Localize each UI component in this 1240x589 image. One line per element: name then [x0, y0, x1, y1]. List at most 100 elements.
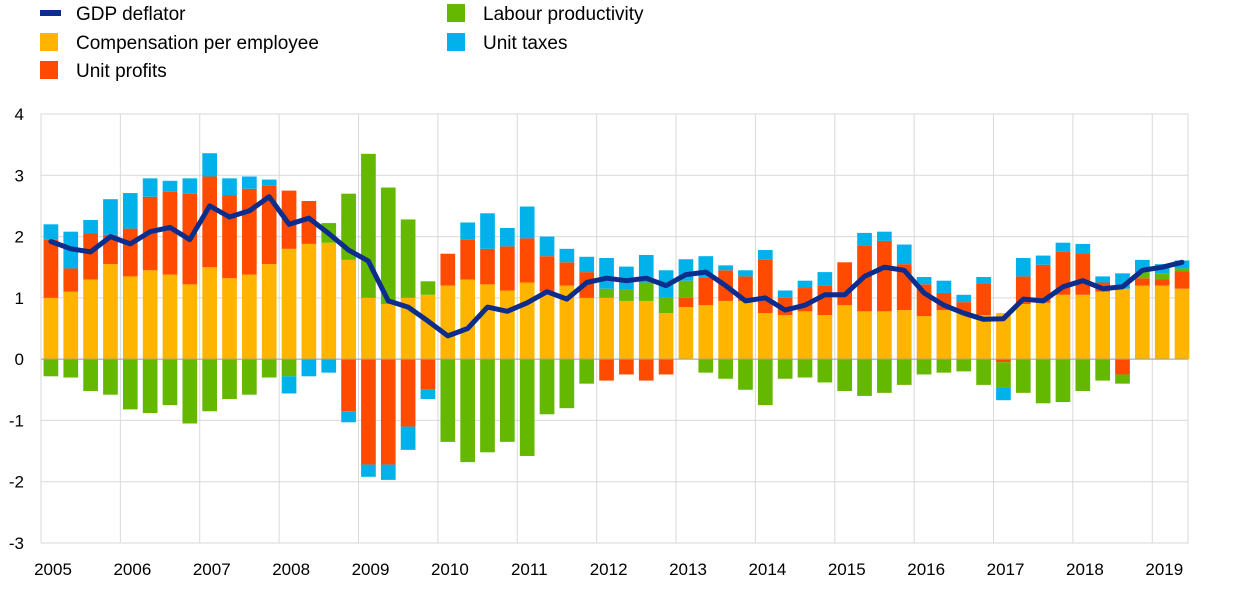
bar-labour-productivity	[83, 359, 98, 392]
bar-unit-taxes	[896, 244, 912, 265]
bar-unit-profits	[599, 359, 614, 381]
bar-labour-productivity	[480, 359, 495, 453]
x-tick-label: 2012	[590, 560, 628, 579]
bar-compensation-per-employee	[162, 274, 178, 360]
bar-unit-taxes	[1055, 242, 1071, 252]
bar-unit-taxes	[559, 248, 575, 263]
y-tick-label: -2	[9, 473, 24, 492]
bar-labour-productivity	[420, 281, 436, 295]
bar-labour-productivity	[63, 359, 79, 378]
bar-labour-productivity	[1154, 273, 1170, 280]
bar-unit-profits	[539, 256, 555, 292]
bar-labour-productivity	[579, 359, 595, 384]
bar-labour-productivity	[599, 288, 614, 298]
legend: GDP deflator Compensation per employee Uni…	[40, 4, 644, 82]
bar-labour-productivity	[380, 187, 396, 304]
bar-compensation-per-employee	[460, 279, 475, 360]
bar-unit-taxes	[1035, 255, 1051, 265]
bar-labour-productivity	[1095, 359, 1111, 381]
x-tick-label: 2013	[669, 560, 707, 579]
bars	[43, 153, 1190, 480]
bar-unit-profits	[658, 359, 674, 375]
bar-labour-productivity	[658, 297, 674, 314]
y-tick-label: 2	[15, 228, 24, 247]
bar-labour-productivity	[738, 359, 753, 390]
bar-labour-productivity	[499, 359, 515, 442]
bar-unit-taxes	[182, 178, 198, 194]
bar-compensation-per-employee	[1135, 285, 1150, 360]
bar-labour-productivity	[1015, 359, 1031, 393]
bar-labour-productivity	[837, 359, 853, 392]
bar-unit-taxes	[400, 426, 416, 450]
bar-unit-taxes	[817, 272, 833, 286]
bar-labour-productivity	[400, 219, 416, 298]
legend-label-gdp-deflator: GDP deflator	[76, 4, 186, 25]
bar-labour-productivity	[638, 282, 654, 301]
bar-labour-productivity	[440, 359, 456, 442]
bar-compensation-per-employee	[361, 297, 376, 360]
bar-unit-taxes	[638, 254, 654, 283]
x-axis-labels: 2005 2006 2007 2008 2009 2010 2011 2012 2013 2014…	[34, 560, 1183, 579]
x-tick-label: 2018	[1066, 560, 1104, 579]
bar-unit-taxes	[281, 376, 297, 394]
bar-unit-taxes	[857, 232, 872, 246]
bar-unit-profits	[1135, 278, 1150, 286]
bar-unit-taxes	[162, 180, 178, 192]
legend-swatch-labour-productivity	[447, 4, 465, 22]
bar-unit-taxes	[738, 270, 753, 277]
bar-unit-profits	[63, 268, 79, 292]
x-tick-label: 2015	[828, 560, 866, 579]
bar-unit-taxes	[341, 411, 356, 423]
bar-compensation-per-employee	[261, 264, 277, 360]
bar-unit-profits	[361, 359, 376, 465]
bar-compensation-per-employee	[738, 300, 753, 360]
bar-compensation-per-employee	[242, 274, 257, 360]
bar-labour-productivity	[797, 359, 813, 378]
bar-labour-productivity	[261, 359, 277, 378]
bar-unit-profits	[738, 276, 753, 301]
bar-unit-taxes	[361, 464, 376, 477]
x-tick-label: 2019	[1145, 560, 1183, 579]
bar-unit-profits	[678, 297, 694, 308]
legend-label-unit-profits: Unit profits	[76, 61, 167, 82]
bar-unit-taxes	[420, 389, 436, 399]
bar-unit-taxes	[519, 206, 535, 239]
bar-compensation-per-employee	[222, 278, 237, 360]
x-tick-label: 2005	[34, 560, 72, 579]
bar-labour-productivity	[996, 362, 1011, 388]
bar-labour-productivity	[202, 359, 218, 412]
bar-labour-productivity	[976, 359, 991, 385]
legend-label-labour-productivity: Labour productivity	[483, 4, 644, 25]
bar-unit-taxes	[480, 213, 495, 249]
bar-unit-profits	[757, 259, 773, 314]
bar-labour-productivity	[1055, 359, 1071, 403]
bar-compensation-per-employee	[936, 310, 952, 360]
bar-unit-taxes	[122, 193, 138, 229]
bar-labour-productivity	[1135, 272, 1150, 279]
legend-label-unit-taxes: Unit taxes	[483, 33, 567, 54]
y-tick-label: 1	[15, 289, 24, 308]
y-tick-label: -1	[9, 411, 24, 430]
legend-swatch-unit-taxes	[447, 33, 465, 51]
bar-unit-profits	[817, 285, 833, 316]
bar-unit-taxes	[242, 176, 257, 189]
bar-compensation-per-employee	[678, 307, 694, 360]
bar-labour-productivity	[162, 359, 178, 406]
bar-unit-taxes	[380, 464, 396, 480]
bar-unit-taxes	[301, 359, 317, 377]
bar-unit-profits	[559, 262, 575, 286]
bar-unit-profits	[83, 233, 98, 280]
bar-compensation-per-employee	[43, 297, 59, 360]
bar-labour-productivity	[539, 359, 555, 415]
bar-compensation-per-employee	[956, 313, 972, 360]
legend-swatch-unit-profits	[40, 61, 58, 79]
bar-compensation-per-employee	[916, 316, 932, 360]
bar-compensation-per-employee	[757, 313, 773, 360]
bar-labour-productivity	[1174, 268, 1190, 272]
x-tick-label: 2014	[748, 560, 786, 579]
bar-labour-productivity	[460, 359, 475, 463]
bar-compensation-per-employee	[1015, 303, 1031, 360]
bar-unit-profits	[877, 240, 892, 312]
bar-unit-profits	[996, 359, 1011, 363]
